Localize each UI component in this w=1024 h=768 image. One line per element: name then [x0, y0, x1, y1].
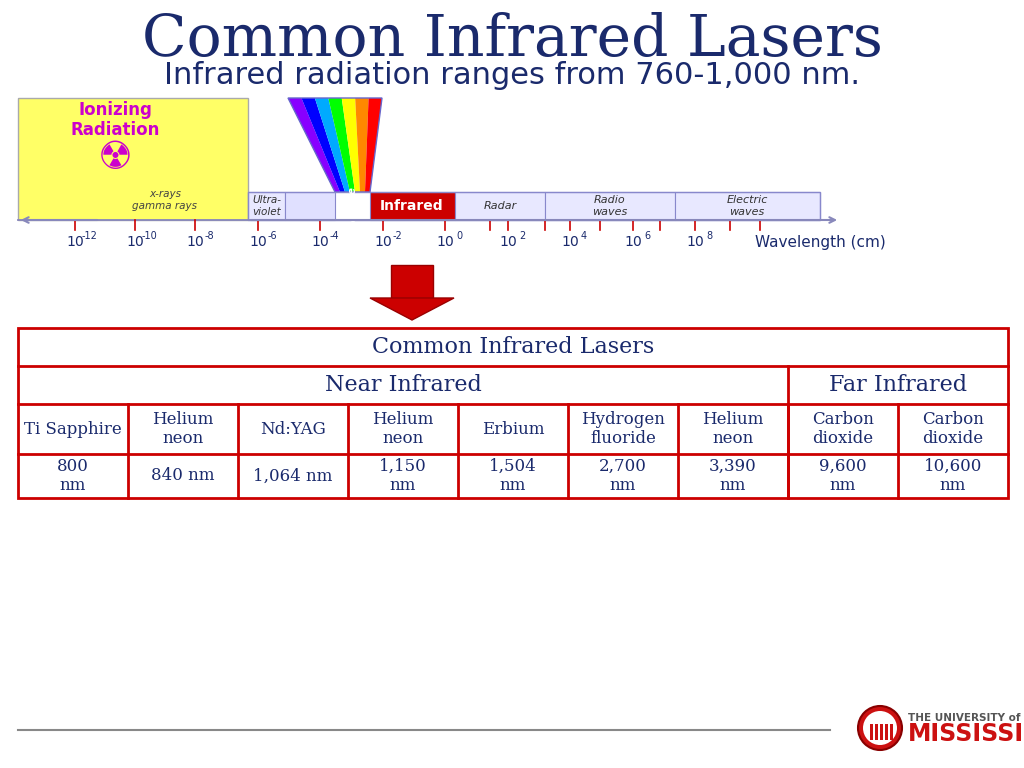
Text: Common Infrared Lasers: Common Infrared Lasers [141, 12, 883, 68]
Text: Helium
neon: Helium neon [702, 411, 764, 447]
Text: 4: 4 [581, 231, 587, 241]
FancyBboxPatch shape [885, 724, 888, 740]
Text: $10$: $10$ [561, 235, 580, 249]
Text: $10$: $10$ [499, 235, 517, 249]
Circle shape [863, 711, 897, 745]
Text: $10$: $10$ [66, 235, 84, 249]
Text: 1,064 nm: 1,064 nm [253, 468, 333, 485]
Text: 840 nm: 840 nm [152, 468, 215, 485]
Text: $10$: $10$ [185, 235, 205, 249]
FancyBboxPatch shape [880, 724, 883, 740]
Text: Wavelength (cm): Wavelength (cm) [755, 234, 886, 250]
Text: MISSISSIPPI: MISSISSIPPI [908, 722, 1024, 746]
Text: Infrared radiation ranges from 760-1,000 nm.: Infrared radiation ranges from 760-1,000… [164, 61, 860, 91]
FancyBboxPatch shape [18, 328, 1008, 498]
Text: 1,150
nm: 1,150 nm [379, 458, 427, 495]
FancyBboxPatch shape [675, 192, 820, 220]
Text: THE UNIVERSITY of: THE UNIVERSITY of [908, 713, 1021, 723]
Text: -10: -10 [141, 231, 157, 241]
Text: -2: -2 [392, 231, 401, 241]
FancyBboxPatch shape [890, 724, 893, 740]
Circle shape [858, 706, 902, 750]
Text: 2,700
nm: 2,700 nm [599, 458, 647, 495]
Text: Carbon
dioxide: Carbon dioxide [922, 411, 984, 447]
Polygon shape [301, 98, 345, 192]
Text: Hydrogen
fluoride: Hydrogen fluoride [581, 411, 665, 447]
Text: 800
nm: 800 nm [57, 458, 89, 495]
Text: $10$: $10$ [310, 235, 330, 249]
Text: Infrared: Infrared [380, 199, 443, 213]
Text: 2: 2 [519, 231, 525, 241]
Text: 0: 0 [456, 231, 462, 241]
Text: $10$: $10$ [374, 235, 392, 249]
Text: Carbon
dioxide: Carbon dioxide [812, 411, 873, 447]
Text: -4: -4 [329, 231, 339, 241]
Text: 8: 8 [706, 231, 712, 241]
Polygon shape [314, 98, 350, 192]
Text: Helium
neon: Helium neon [373, 411, 434, 447]
Text: -6: -6 [267, 231, 276, 241]
Polygon shape [288, 98, 340, 192]
Text: Ultra-
violet: Ultra- violet [253, 195, 282, 217]
Text: Ti Sapphire: Ti Sapphire [25, 421, 122, 438]
Text: Nd:YAG: Nd:YAG [260, 421, 326, 438]
Polygon shape [370, 298, 454, 320]
FancyBboxPatch shape [18, 98, 248, 220]
Text: 3,390
nm: 3,390 nm [710, 458, 757, 495]
Text: Radio
waves: Radio waves [592, 195, 628, 217]
Text: $10$: $10$ [435, 235, 455, 249]
FancyBboxPatch shape [870, 724, 872, 740]
FancyBboxPatch shape [455, 192, 545, 220]
Text: 1,504
nm: 1,504 nm [489, 458, 537, 495]
Text: Ionizing
Radiation: Ionizing Radiation [71, 101, 160, 140]
Text: ☢: ☢ [97, 139, 132, 177]
Text: $10$: $10$ [249, 235, 267, 249]
Text: Far Infrared: Far Infrared [829, 374, 967, 396]
Text: Near Infrared: Near Infrared [325, 374, 481, 396]
Text: Electric
waves: Electric waves [726, 195, 768, 217]
Text: Radar: Radar [483, 201, 517, 211]
Text: 6: 6 [644, 231, 650, 241]
FancyBboxPatch shape [874, 724, 878, 740]
Text: Common Infrared Lasers: Common Infrared Lasers [372, 336, 654, 358]
Text: x-rays
gamma rays: x-rays gamma rays [132, 189, 198, 210]
Text: -12: -12 [81, 231, 97, 241]
Text: -8: -8 [204, 231, 214, 241]
Text: Helium
neon: Helium neon [153, 411, 214, 447]
FancyBboxPatch shape [545, 192, 675, 220]
Text: $10$: $10$ [126, 235, 144, 249]
Text: Visible: Visible [347, 187, 357, 226]
FancyBboxPatch shape [370, 192, 455, 220]
FancyBboxPatch shape [248, 192, 285, 220]
Text: Erbium: Erbium [481, 421, 544, 438]
Polygon shape [355, 98, 369, 192]
Text: 10,600
nm: 10,600 nm [924, 458, 982, 495]
Polygon shape [329, 98, 355, 192]
FancyBboxPatch shape [285, 192, 335, 220]
Polygon shape [342, 98, 360, 192]
Text: 9,600
nm: 9,600 nm [819, 458, 866, 495]
Text: $10$: $10$ [686, 235, 705, 249]
Text: $10$: $10$ [624, 235, 642, 249]
Polygon shape [365, 98, 382, 192]
FancyBboxPatch shape [391, 265, 433, 298]
